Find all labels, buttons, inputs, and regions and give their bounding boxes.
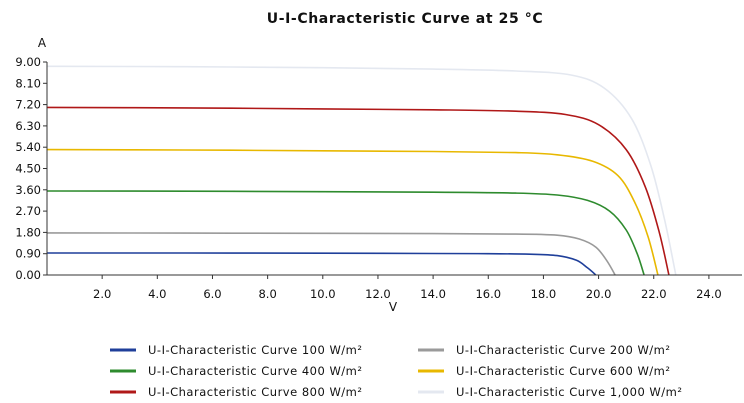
y-tick-label: 6.30	[15, 119, 41, 133]
y-tick-label: 4.50	[15, 162, 41, 176]
y-tick-label: 7.20	[15, 98, 41, 112]
x-tick-label: 2.0	[93, 287, 111, 301]
legend-label-5: U-I-Characteristic Curve 800 W/m²	[148, 385, 363, 399]
x-tick-label: 16.0	[475, 287, 501, 301]
legend: U-I-Characteristic Curve 100 W/m² U-I-Cha…	[110, 343, 682, 399]
x-tick-label: 6.0	[203, 287, 221, 301]
legend-label-1: U-I-Characteristic Curve 100 W/m²	[148, 343, 363, 357]
x-tick-label: 24.0	[696, 287, 722, 301]
series-line-1	[47, 252, 597, 276]
x-tick-label: 12.0	[365, 287, 391, 301]
x-tick-label: 20.0	[586, 287, 612, 301]
x-tick-label: 4.0	[148, 287, 166, 301]
legend-label-2: U-I-Characteristic Curve 200 W/m²	[456, 343, 671, 357]
legend-label-4: U-I-Characteristic Curve 600 W/m²	[456, 364, 671, 378]
y-tick-label: 5.40	[15, 140, 41, 154]
series-line-5	[46, 106, 670, 276]
x-tick-label: 14.0	[420, 287, 446, 301]
series-line-4	[46, 148, 659, 276]
x-tick-label: 10.0	[310, 287, 336, 301]
plot-area	[46, 65, 677, 276]
y-tick-label: 2.70	[15, 204, 41, 218]
series-line-2	[46, 232, 616, 276]
y-tick-label: 9.00	[15, 55, 41, 69]
y-tick-label: 0.00	[15, 268, 41, 282]
x-tick-label: 18.0	[531, 287, 557, 301]
y-axis: 9.00 8.10 7.20 6.30 5.40 4.50 3.60 2.70 1.80 0.90…	[15, 55, 47, 282]
chart-title: U-I-Characteristic Curve at 25 °C	[267, 11, 544, 27]
y-tick-label: 8.10	[15, 76, 41, 90]
series-line-3	[46, 190, 645, 276]
y-tick-label: 0.90	[15, 247, 41, 261]
y-axis-unit: A	[38, 36, 47, 50]
legend-label-3: U-I-Characteristic Curve 400 W/m²	[148, 364, 363, 378]
y-tick-label: 3.60	[15, 183, 41, 197]
x-axis: 2.0 4.0 6.0 8.0 10.0 12.0 14.0 16.0 18.0 20.0 22.0…	[93, 275, 722, 301]
x-axis-unit: V	[389, 300, 398, 314]
x-tick-label: 22.0	[641, 287, 667, 301]
x-tick-label: 8.0	[258, 287, 276, 301]
series-line-6	[46, 65, 677, 276]
y-tick-label: 1.80	[15, 225, 41, 239]
legend-label-6: U-I-Characteristic Curve 1,000 W/m²	[456, 385, 682, 399]
